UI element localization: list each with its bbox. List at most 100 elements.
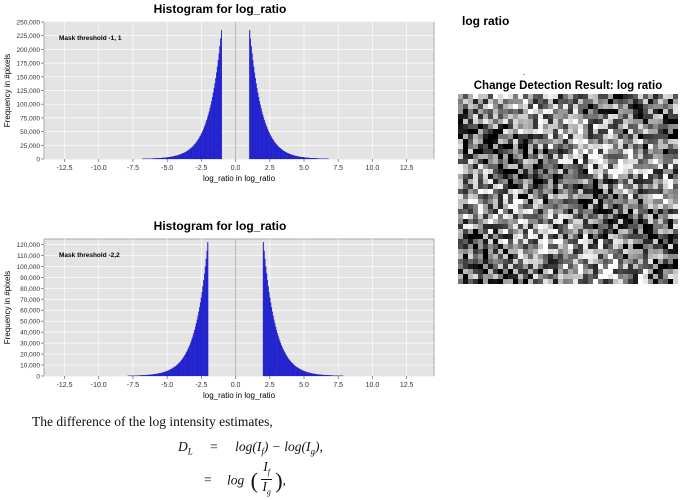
texture-cell xyxy=(503,264,508,269)
texture-cell xyxy=(663,144,668,149)
texture-cell xyxy=(633,149,638,154)
texture-cell xyxy=(543,129,548,134)
texture-cell xyxy=(613,249,618,254)
texture-cell xyxy=(503,164,508,169)
histogram-bar xyxy=(294,365,296,377)
texture-cell xyxy=(558,109,563,114)
texture-cell xyxy=(473,129,478,134)
histogram-bar xyxy=(188,149,190,160)
y-tick-label: 0 xyxy=(36,157,40,164)
texture-cell xyxy=(523,114,528,119)
texture-cell xyxy=(473,269,478,274)
histogram-bar xyxy=(263,117,265,160)
texture-cell xyxy=(578,149,583,154)
texture-cell xyxy=(598,189,603,194)
histogram-bar xyxy=(313,373,315,377)
texture-cell xyxy=(648,209,653,214)
texture-cell xyxy=(523,94,528,99)
texture-cell xyxy=(493,119,498,124)
texture-cell xyxy=(648,154,653,159)
texture-cell xyxy=(588,274,593,279)
texture-cell xyxy=(668,254,673,259)
texture-cell xyxy=(518,234,523,239)
histogram-bar xyxy=(216,66,218,160)
texture-cell xyxy=(628,154,633,159)
texture-cell xyxy=(493,134,498,139)
texture-cell xyxy=(513,239,518,244)
texture-cell xyxy=(648,274,653,279)
texture-cell xyxy=(578,104,583,109)
texture-cell xyxy=(638,174,643,179)
texture-cell xyxy=(623,94,628,99)
histogram-bar xyxy=(291,154,293,160)
texture-cell xyxy=(618,129,623,134)
texture-cell xyxy=(563,159,568,164)
texture-cell xyxy=(668,199,673,204)
texture-cell xyxy=(553,164,558,169)
texture-cell xyxy=(523,239,528,244)
texture-cell xyxy=(578,134,583,139)
texture-cell xyxy=(553,114,558,119)
texture-cell xyxy=(638,269,643,274)
texture-cell xyxy=(673,214,678,219)
texture-cell xyxy=(603,169,608,174)
texture-cell xyxy=(673,184,678,189)
histogram-bar xyxy=(327,375,329,377)
texture-cell xyxy=(508,254,513,259)
histogram-bar xyxy=(140,375,142,377)
texture-cell xyxy=(538,229,543,234)
texture-cell xyxy=(548,244,553,249)
texture-cell xyxy=(578,129,583,134)
texture-cell xyxy=(658,184,663,189)
texture-cell xyxy=(493,144,498,149)
histogram-bar xyxy=(162,372,164,377)
texture-cell xyxy=(468,124,473,129)
texture-cell xyxy=(618,144,623,149)
texture-cell xyxy=(593,234,598,239)
texture-cell xyxy=(603,264,608,269)
texture-cell xyxy=(613,269,618,274)
texture-cell xyxy=(658,124,663,129)
texture-cell xyxy=(623,219,628,224)
texture-cell xyxy=(578,124,583,129)
texture-cell xyxy=(663,94,668,99)
texture-cell xyxy=(568,239,573,244)
texture-cell xyxy=(548,279,553,284)
histogram-bar xyxy=(284,352,286,377)
texture-cell xyxy=(508,179,513,184)
texture-cell xyxy=(563,154,568,159)
x-tick-label: -2.5 xyxy=(195,382,207,389)
texture-cell xyxy=(628,174,633,179)
texture-cell xyxy=(588,264,593,269)
texture-cell xyxy=(578,114,583,119)
texture-cell xyxy=(508,159,513,164)
texture-cell xyxy=(598,154,603,159)
histogram-bar xyxy=(285,152,287,160)
texture-cell xyxy=(593,99,598,104)
texture-cell xyxy=(613,204,618,209)
texture-cell xyxy=(513,179,518,184)
texture-cell xyxy=(533,154,538,159)
texture-cell xyxy=(603,244,608,249)
texture-cell xyxy=(548,194,553,199)
texture-cell xyxy=(608,239,613,244)
texture-cell xyxy=(503,174,508,179)
histogram-bar xyxy=(185,353,187,377)
texture-cell xyxy=(653,184,658,189)
texture-cell xyxy=(478,109,483,114)
histogram-bar xyxy=(308,372,310,377)
texture-cell xyxy=(538,114,543,119)
texture-cell xyxy=(628,259,633,264)
texture-cell xyxy=(618,229,623,234)
texture-cell xyxy=(653,264,658,269)
texture-cell xyxy=(573,134,578,139)
texture-cell xyxy=(613,139,618,144)
texture-cell xyxy=(468,194,473,199)
texture-cell xyxy=(653,179,658,184)
texture-cell xyxy=(573,129,578,134)
texture-cell xyxy=(613,219,618,224)
texture-cell xyxy=(663,229,668,234)
texture-cell xyxy=(523,274,528,279)
histogram-bar xyxy=(161,157,163,160)
histogram-bar xyxy=(308,157,310,160)
